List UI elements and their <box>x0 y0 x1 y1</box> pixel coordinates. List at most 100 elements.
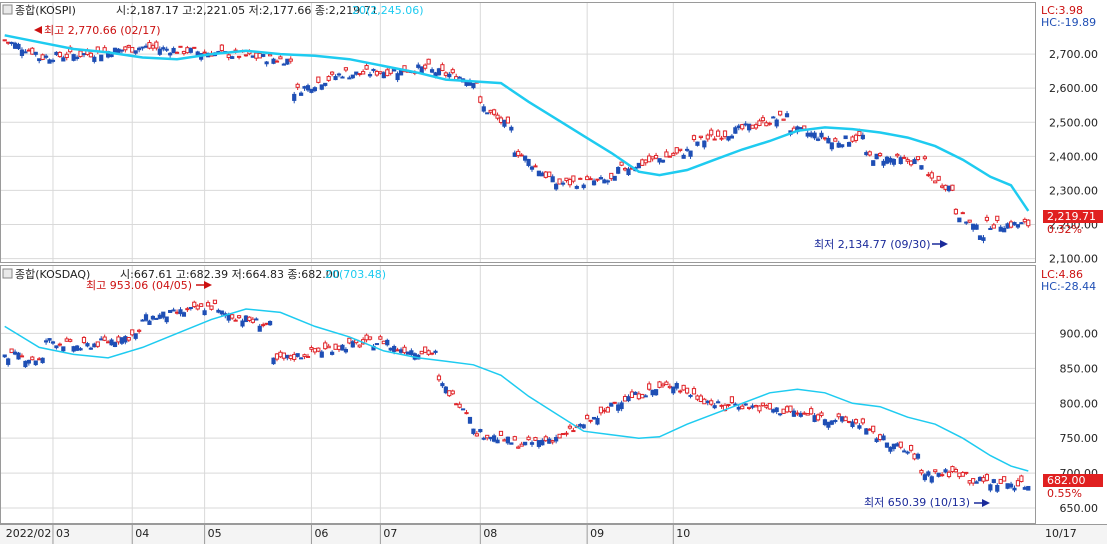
candle <box>174 51 180 54</box>
candle <box>526 158 531 168</box>
candle-body <box>888 446 893 452</box>
candle-body <box>181 50 187 54</box>
candle-body <box>650 389 655 396</box>
candle <box>2 354 7 359</box>
candle <box>753 122 759 130</box>
candle-body <box>543 171 548 178</box>
candle <box>26 359 31 366</box>
candle <box>250 55 255 58</box>
candle-body <box>595 178 600 181</box>
candle-body <box>19 49 25 56</box>
candle-body <box>736 125 741 129</box>
candle-body <box>230 314 235 319</box>
kosdaq-menu-icon[interactable] <box>2 268 13 279</box>
candle-body <box>585 414 590 420</box>
candle-body <box>1026 485 1031 491</box>
y-tick-label: 2,500.00 <box>1049 116 1098 129</box>
candle <box>550 174 555 183</box>
candle-body <box>119 49 124 52</box>
candle-body <box>647 383 652 390</box>
candle <box>995 483 1000 493</box>
candle <box>281 62 286 66</box>
candle-body <box>464 412 469 415</box>
candle-body <box>295 353 300 357</box>
candle-body <box>995 484 1000 492</box>
candle-body <box>815 414 821 421</box>
candle-body <box>909 445 914 451</box>
candle-body <box>271 357 276 365</box>
candle-body <box>929 172 934 179</box>
candle-body <box>505 436 510 444</box>
candle <box>612 175 617 181</box>
candle-body <box>946 185 952 192</box>
candle <box>681 384 686 391</box>
y-tick-label: 850.00 <box>1060 362 1099 375</box>
candle <box>195 304 200 311</box>
candle-body <box>264 322 269 325</box>
candle-body <box>491 109 497 115</box>
candle <box>767 402 772 410</box>
candle <box>950 184 955 192</box>
candle-body <box>192 46 197 49</box>
candle-body <box>760 402 766 406</box>
candle-body <box>330 351 335 355</box>
candle-body <box>88 347 93 350</box>
candle <box>481 104 486 113</box>
candle-body <box>92 56 97 62</box>
kospi-menu-icon[interactable] <box>2 4 13 15</box>
candle <box>164 316 169 324</box>
kospi-panel[interactable]: 2,100.002,200.002,300.002,400.002,500.00… <box>0 2 1104 266</box>
candle-body <box>874 438 879 442</box>
candle <box>905 450 910 455</box>
candle-body <box>343 348 349 353</box>
candle-body <box>326 76 331 81</box>
candle <box>364 62 369 70</box>
candle <box>299 357 304 360</box>
candle-body <box>323 342 328 350</box>
candle-body <box>964 221 969 224</box>
candle-body <box>264 61 269 65</box>
candle <box>316 76 321 84</box>
candle-body <box>850 136 855 142</box>
candle-body <box>305 355 311 358</box>
candle-body <box>809 408 814 415</box>
candle <box>230 314 235 320</box>
candle-body <box>219 44 224 52</box>
candle <box>371 68 376 73</box>
candle-body <box>953 468 959 473</box>
candle-body <box>1002 227 1007 233</box>
candle-body <box>536 440 542 447</box>
candle <box>326 343 331 349</box>
candle-body <box>829 142 834 150</box>
candle <box>964 221 969 225</box>
candle <box>164 46 169 53</box>
candle-body <box>891 443 896 450</box>
candle-body <box>943 184 948 190</box>
candle-body <box>154 41 159 49</box>
candle-body <box>302 86 307 89</box>
candle-body <box>578 424 583 427</box>
candle-body <box>378 71 383 74</box>
candle-body <box>695 141 700 146</box>
candle-body <box>478 96 483 103</box>
candle <box>330 350 335 356</box>
candle <box>498 430 504 436</box>
candle-body <box>671 386 676 394</box>
candle <box>243 315 249 323</box>
candle <box>826 135 831 144</box>
candle-body <box>667 385 672 389</box>
candle-body <box>143 314 149 321</box>
x-tick-label: 06 <box>314 527 328 540</box>
candle-body <box>154 317 159 320</box>
candle <box>264 60 269 67</box>
candle <box>440 381 445 388</box>
candle-body <box>616 404 621 411</box>
candle <box>505 116 510 124</box>
candle-body <box>157 48 162 55</box>
candle <box>161 45 166 52</box>
candle-body <box>485 434 490 439</box>
candle <box>192 300 197 309</box>
candle-body <box>981 237 986 241</box>
